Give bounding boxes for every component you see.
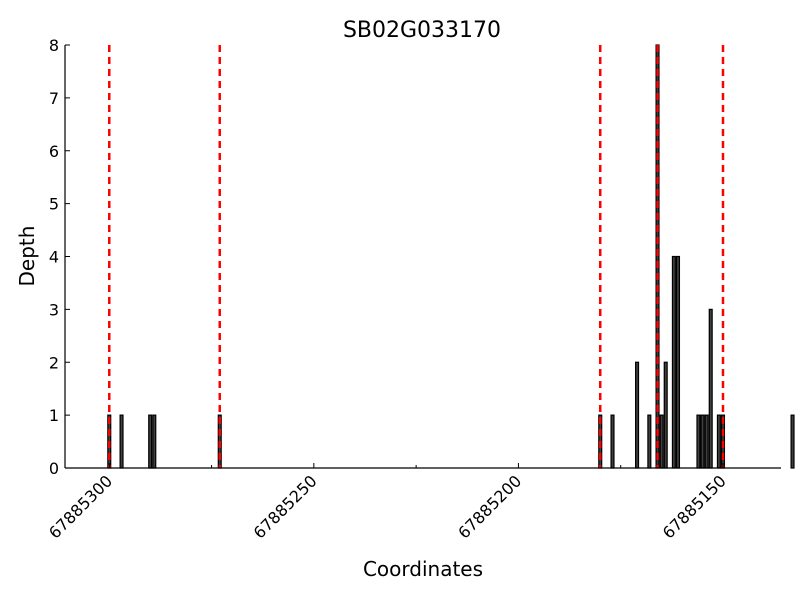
depth-bar [647, 414, 652, 469]
y-tick-label: 0 [49, 459, 59, 478]
y-tick-label: 5 [49, 195, 59, 214]
x-tick-label: 67885200 [454, 471, 525, 542]
depth-bar [119, 414, 124, 469]
x-axis-label: Coordinates [363, 557, 483, 581]
chart-title: SB02G033170 [343, 18, 501, 43]
y-tick-label: 2 [49, 353, 59, 372]
depth-bar [635, 361, 640, 469]
depth-bar [675, 255, 681, 469]
depth-bar [708, 308, 713, 469]
depth-bar [704, 414, 709, 469]
y-tick-label: 1 [49, 406, 59, 425]
depth-bar [148, 414, 153, 469]
depth-bar [716, 414, 721, 469]
y-tick-label: 4 [49, 248, 59, 267]
plot-area: 0 1 2 3 4 5 6 7 8 67885300 67885250 67885200 6788515… [45, 36, 795, 542]
x-tick-label: 67885300 [45, 471, 116, 542]
depth-bar [659, 414, 664, 469]
y-tick-label: 8 [49, 36, 59, 55]
depth-bar [700, 414, 705, 469]
depth-bar [790, 414, 795, 469]
depth-bar [663, 361, 668, 469]
depth-bar [152, 414, 157, 469]
y-tick-label: 7 [49, 89, 59, 108]
x-tick-label: 67885250 [250, 471, 321, 542]
depth-bar [696, 414, 701, 469]
y-tick-label: 6 [49, 142, 59, 161]
y-tick-label: 3 [49, 300, 59, 319]
depth-bar [610, 414, 615, 469]
depth-bar [671, 255, 676, 469]
y-axis-label: Depth [15, 226, 39, 287]
x-tick-label: 67885150 [659, 471, 730, 542]
